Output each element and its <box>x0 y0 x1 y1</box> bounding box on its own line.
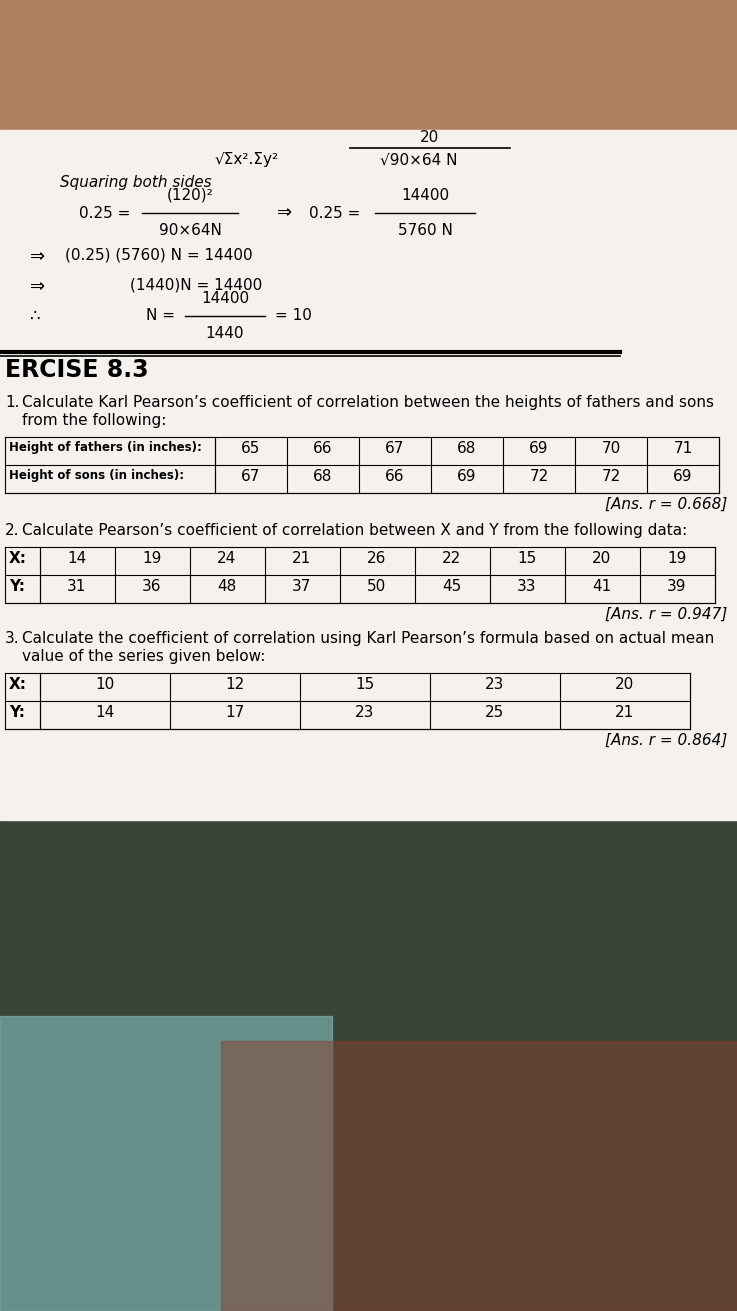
Text: Squaring both sides: Squaring both sides <box>60 174 212 190</box>
Text: 1.: 1. <box>5 395 19 410</box>
Text: Height of fathers (in inches):: Height of fathers (in inches): <box>9 440 202 454</box>
Text: [Ans. r = 0.864]: [Ans. r = 0.864] <box>604 733 727 749</box>
Text: 45: 45 <box>442 579 461 594</box>
Text: 10: 10 <box>95 676 115 692</box>
Text: 41: 41 <box>593 579 612 594</box>
Text: 21: 21 <box>615 705 635 720</box>
Text: 3.: 3. <box>5 631 20 646</box>
Text: 12: 12 <box>226 676 245 692</box>
Text: 14400: 14400 <box>401 187 449 203</box>
Text: 15: 15 <box>355 676 374 692</box>
Text: √Σx².Σy²: √Σx².Σy² <box>215 152 279 166</box>
Text: 69: 69 <box>457 469 477 484</box>
Text: = 10: = 10 <box>275 308 312 324</box>
Text: 65: 65 <box>241 440 261 456</box>
Text: 66: 66 <box>313 440 332 456</box>
Bar <box>221 1041 737 1311</box>
Text: 20: 20 <box>615 676 635 692</box>
Bar <box>0 130 737 819</box>
Text: 20: 20 <box>420 130 440 146</box>
Text: ⇒: ⇒ <box>277 205 293 222</box>
Text: 90×64N: 90×64N <box>158 223 221 239</box>
Text: 0.25 =: 0.25 = <box>309 206 360 220</box>
Text: X:: X: <box>9 551 27 566</box>
Text: 0.25 =: 0.25 = <box>79 206 130 220</box>
Text: 23: 23 <box>485 676 505 692</box>
Text: 48: 48 <box>217 579 237 594</box>
Text: √90×64 N: √90×64 N <box>380 152 458 166</box>
Text: 67: 67 <box>241 469 261 484</box>
Text: 22: 22 <box>442 551 461 566</box>
Text: 69: 69 <box>674 469 693 484</box>
Text: 31: 31 <box>67 579 87 594</box>
Text: 39: 39 <box>667 579 687 594</box>
Text: ERCISE 8.3: ERCISE 8.3 <box>5 358 149 382</box>
Text: 1440: 1440 <box>206 326 244 341</box>
Text: Y:: Y: <box>9 579 25 594</box>
Text: 25: 25 <box>486 705 505 720</box>
Text: Calculate Pearson’s coefficient of correlation between X and Y from the followin: Calculate Pearson’s coefficient of corre… <box>22 523 687 538</box>
Text: 20: 20 <box>593 551 612 566</box>
Text: 2.: 2. <box>5 523 19 538</box>
Text: from the following:: from the following: <box>22 413 167 427</box>
Text: [Ans. r = 0.668]: [Ans. r = 0.668] <box>604 497 727 513</box>
Text: 67: 67 <box>385 440 405 456</box>
Text: 17: 17 <box>226 705 245 720</box>
Text: 14: 14 <box>95 705 115 720</box>
Text: Calculate Karl Pearson’s coefficient of correlation between the heights of fathe: Calculate Karl Pearson’s coefficient of … <box>22 395 714 410</box>
Text: (0.25) (5760) N = 14400: (0.25) (5760) N = 14400 <box>65 248 253 264</box>
Text: 5760 N: 5760 N <box>397 223 453 239</box>
Text: 72: 72 <box>601 469 621 484</box>
Text: N =: N = <box>146 308 175 324</box>
Bar <box>0 1016 332 1311</box>
Text: [Ans. r = 0.947]: [Ans. r = 0.947] <box>604 607 727 621</box>
Text: 71: 71 <box>674 440 693 456</box>
Text: ∴: ∴ <box>30 307 41 325</box>
Text: 37: 37 <box>293 579 312 594</box>
Text: 24: 24 <box>217 551 237 566</box>
Text: Calculate the coefficient of correlation using Karl Pearson’s formula based on a: Calculate the coefficient of correlation… <box>22 631 714 646</box>
Text: Y:: Y: <box>9 705 25 720</box>
Text: 21: 21 <box>293 551 312 566</box>
Text: ⇒: ⇒ <box>30 278 45 296</box>
Text: 33: 33 <box>517 579 537 594</box>
Text: 72: 72 <box>529 469 548 484</box>
Text: value of the series given below:: value of the series given below: <box>22 649 265 663</box>
Text: 14400: 14400 <box>201 291 249 305</box>
Text: 36: 36 <box>142 579 161 594</box>
Text: 70: 70 <box>601 440 621 456</box>
Text: (1440)N = 14400: (1440)N = 14400 <box>130 278 262 292</box>
Text: 14: 14 <box>67 551 87 566</box>
Text: 69: 69 <box>529 440 549 456</box>
Text: 68: 68 <box>313 469 332 484</box>
Text: 66: 66 <box>385 469 405 484</box>
Text: Height of sons (in inches):: Height of sons (in inches): <box>9 469 184 482</box>
Text: 26: 26 <box>367 551 387 566</box>
Text: 15: 15 <box>517 551 537 566</box>
Text: 50: 50 <box>367 579 387 594</box>
Bar <box>0 0 737 130</box>
Text: ⇒: ⇒ <box>30 248 45 266</box>
Text: (120)²: (120)² <box>167 187 214 203</box>
Text: 68: 68 <box>458 440 477 456</box>
Text: 19: 19 <box>142 551 161 566</box>
Text: 23: 23 <box>355 705 374 720</box>
Text: X:: X: <box>9 676 27 692</box>
Text: 19: 19 <box>667 551 687 566</box>
Bar <box>0 819 737 1311</box>
